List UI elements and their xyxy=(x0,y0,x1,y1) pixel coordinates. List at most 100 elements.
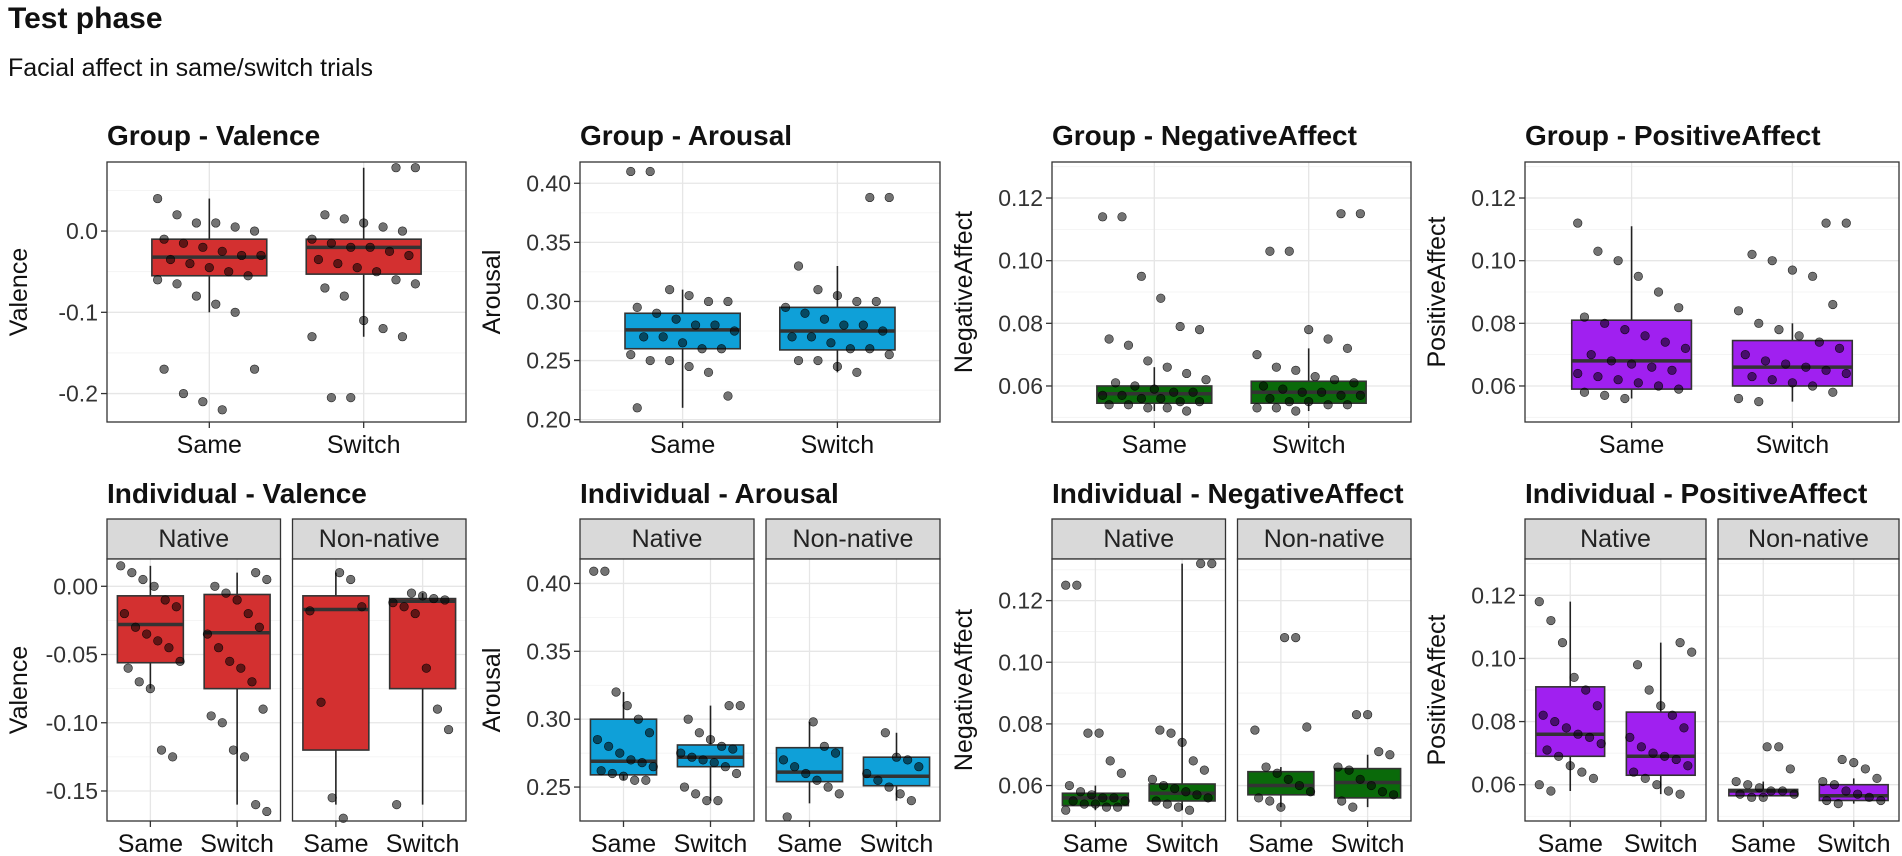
data-point xyxy=(1374,747,1384,757)
data-point xyxy=(1579,312,1590,322)
data-point xyxy=(671,314,681,324)
data-point xyxy=(702,796,712,806)
data-point xyxy=(1284,246,1294,256)
data-point xyxy=(1675,638,1685,648)
x-tick-label: Same xyxy=(118,830,183,856)
data-point xyxy=(333,258,343,269)
data-point xyxy=(172,210,182,220)
data-point xyxy=(1557,638,1568,648)
data-point xyxy=(1162,362,1172,372)
data-point xyxy=(1546,615,1556,626)
data-point xyxy=(845,344,855,354)
data-point xyxy=(1252,403,1262,413)
facet-strip-label: Non-native xyxy=(319,525,440,553)
data-point xyxy=(1068,796,1078,806)
data-point xyxy=(839,320,849,330)
page-title: Test phase xyxy=(8,2,163,35)
data-point xyxy=(410,279,420,289)
data-point xyxy=(388,598,398,608)
data-point xyxy=(813,355,823,366)
data-point xyxy=(862,768,872,779)
data-point xyxy=(392,800,402,810)
data-point xyxy=(307,234,317,244)
data-point xyxy=(1538,710,1548,720)
data-point xyxy=(1090,799,1100,809)
data-point xyxy=(1829,780,1840,790)
data-point xyxy=(1184,805,1195,815)
data-point xyxy=(1098,390,1108,400)
y-tick-label: 0.20 xyxy=(526,407,571,433)
y-tick-label: 0.10 xyxy=(1471,645,1516,671)
data-point xyxy=(1355,390,1365,400)
data-point xyxy=(210,581,220,591)
data-point xyxy=(780,302,791,312)
data-point xyxy=(834,789,844,799)
facet-strip xyxy=(1051,518,1227,560)
data-point xyxy=(1304,324,1314,335)
data-point xyxy=(684,361,694,372)
data-point xyxy=(826,338,836,348)
data-point xyxy=(123,663,133,673)
data-point xyxy=(230,222,240,232)
data-point xyxy=(153,636,163,646)
data-point xyxy=(1733,393,1744,404)
data-point xyxy=(1355,774,1365,784)
data-point xyxy=(397,332,408,342)
data-point xyxy=(723,296,733,307)
data-point xyxy=(1181,787,1191,797)
y-tick-label: -0.2 xyxy=(58,381,98,407)
data-point xyxy=(626,755,636,765)
data-point xyxy=(251,800,261,810)
data-point xyxy=(251,568,261,578)
data-point xyxy=(1120,796,1130,806)
x-tick-label: Switch xyxy=(1756,431,1830,459)
data-point xyxy=(633,714,643,724)
data-point xyxy=(683,714,693,724)
y-axis-label: NegativeAffect xyxy=(950,211,978,373)
y-axis-label: Valence xyxy=(5,646,33,735)
data-point xyxy=(1064,780,1075,791)
panel-border xyxy=(1236,558,1412,822)
data-point xyxy=(1355,209,1365,219)
data-point xyxy=(224,267,234,277)
data-point xyxy=(878,326,888,336)
data-point xyxy=(1351,710,1362,720)
panel-border xyxy=(579,558,755,822)
panel-title: Group - Arousal xyxy=(580,120,792,151)
data-point xyxy=(1633,378,1643,388)
data-point xyxy=(1565,761,1575,771)
box-iqr xyxy=(1535,686,1606,758)
data-point xyxy=(243,608,253,619)
data-point xyxy=(832,290,843,301)
data-point xyxy=(1789,789,1799,799)
data-point xyxy=(1593,246,1603,256)
data-point xyxy=(1683,761,1693,771)
data-point xyxy=(648,762,658,772)
data-point xyxy=(641,775,651,785)
data-point xyxy=(1192,790,1202,800)
data-point xyxy=(793,261,804,271)
panel-border xyxy=(1051,161,1412,423)
data-point xyxy=(352,263,362,273)
x-tick-label: Same xyxy=(303,830,368,856)
y-axis-label: Arousal xyxy=(478,648,506,733)
data-point xyxy=(1188,756,1198,766)
data-point xyxy=(1323,334,1333,344)
data-point xyxy=(1787,378,1798,388)
data-point xyxy=(160,595,170,605)
data-point xyxy=(637,758,647,768)
data-point xyxy=(1613,375,1623,385)
facet-strip-label: Non-native xyxy=(1264,525,1385,553)
data-point xyxy=(710,320,720,330)
data-point xyxy=(1254,793,1264,803)
data-point xyxy=(1747,792,1757,802)
data-point xyxy=(1162,403,1172,413)
data-point xyxy=(1777,786,1788,796)
data-point xyxy=(813,285,823,295)
data-point xyxy=(1814,337,1824,347)
data-point xyxy=(172,279,182,289)
data-point xyxy=(1747,249,1757,260)
x-tick-label: Switch xyxy=(801,431,875,459)
data-point xyxy=(728,744,738,754)
data-point xyxy=(213,643,224,653)
